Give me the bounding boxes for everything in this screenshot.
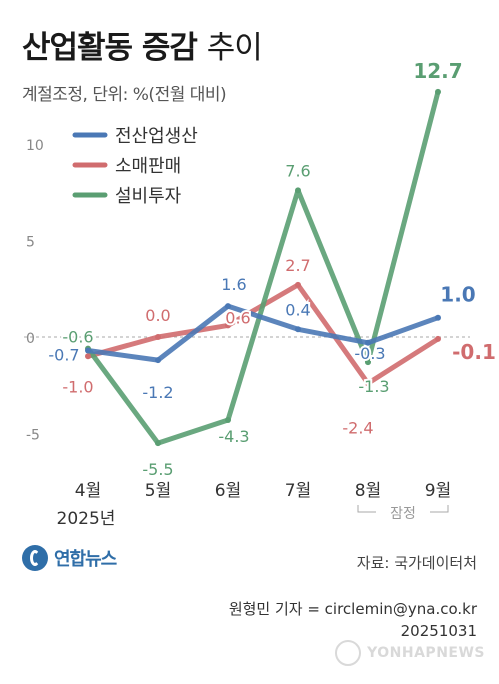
provisional-bracket-right bbox=[430, 505, 449, 513]
data-label: -1.3 bbox=[358, 377, 389, 396]
legend-label: 전산업생산 bbox=[115, 126, 198, 147]
data-point bbox=[365, 380, 371, 387]
data-label: -0.1 bbox=[452, 340, 496, 364]
data-label: 1.6 bbox=[221, 275, 246, 294]
title-light: 추이 bbox=[206, 30, 263, 66]
data-point bbox=[155, 357, 161, 364]
legend-label: 설비투자 bbox=[115, 186, 182, 207]
credit-date: 20251031 bbox=[400, 622, 477, 640]
data-label: 0.0 bbox=[145, 306, 170, 325]
data-label: -0.6 bbox=[62, 328, 93, 347]
data-label: 0.4 bbox=[285, 300, 310, 319]
data-label: 12.7 bbox=[413, 59, 462, 83]
data-label: 2.7 bbox=[285, 256, 310, 275]
x-tick-label: 4월 bbox=[75, 481, 101, 501]
series-line bbox=[85, 303, 441, 363]
x-tick-label: 5월 bbox=[145, 481, 171, 501]
chart-title: 산업활동 증감 추이 bbox=[22, 22, 263, 67]
watermark-text: YONHAPNEWS bbox=[367, 645, 485, 661]
credit: 원형민 기자 = circlemin@yna.co.kr 20251031 bbox=[229, 598, 477, 642]
data-label: -4.3 bbox=[218, 427, 249, 446]
data-point bbox=[365, 339, 371, 346]
x-tick-label: 8월 bbox=[355, 481, 381, 501]
title-bold: 산업활동 증감 bbox=[22, 30, 198, 66]
y-tick-label: -5 bbox=[26, 428, 40, 444]
data-point bbox=[225, 416, 231, 423]
data-label: -0.7 bbox=[48, 346, 79, 365]
source-note: 자료: 국가데이터처 bbox=[356, 554, 477, 572]
data-point bbox=[295, 187, 301, 194]
data-point bbox=[365, 359, 371, 366]
data-label: 0.6 bbox=[225, 308, 250, 327]
legend-label: 소매판매 bbox=[115, 156, 181, 177]
data-point bbox=[295, 326, 301, 333]
watermark-logo-icon bbox=[335, 640, 362, 666]
provisional-bracket-left bbox=[357, 505, 376, 513]
chart-subtitle: 계절조정, 단위: %(전월 대비) bbox=[22, 85, 227, 105]
data-point bbox=[85, 347, 91, 354]
yonhap-logo-icon bbox=[22, 545, 48, 571]
data-point bbox=[85, 353, 91, 360]
data-label: -0.3 bbox=[354, 344, 385, 363]
x-year-label: 2025년 bbox=[57, 509, 116, 529]
publisher-logo: 연합뉴스 bbox=[22, 545, 117, 571]
data-point bbox=[225, 322, 231, 329]
x-tick-label: 6월 bbox=[215, 481, 241, 501]
data-point bbox=[155, 440, 161, 447]
watermark: YONHAPNEWS bbox=[335, 640, 485, 666]
line-chart: -5 0 5 10 4월 5월 6월 7월 8월 9월 2025년 잠정 -0.7 -1.2 1.6 0.4 -… bbox=[24, 57, 498, 529]
data-label: -1.2 bbox=[142, 383, 173, 402]
data-label: -1.0 bbox=[62, 377, 93, 396]
y-tick-label: 10 bbox=[26, 138, 44, 154]
series-line bbox=[85, 89, 441, 446]
provisional-label: 잠정 bbox=[390, 506, 416, 522]
data-label: 7.6 bbox=[285, 161, 310, 180]
data-label: 1.0 bbox=[440, 283, 475, 307]
y-tick-label: 5 bbox=[26, 235, 35, 251]
data-label: -2.4 bbox=[342, 418, 373, 437]
credit-author: 원형민 기자 = circlemin@yna.co.kr bbox=[228, 600, 477, 618]
data-point bbox=[295, 281, 301, 288]
x-tick-label: 9월 bbox=[425, 481, 451, 501]
data-point bbox=[435, 314, 441, 321]
data-point bbox=[435, 88, 441, 95]
x-tick-label: 7월 bbox=[285, 481, 311, 501]
data-point bbox=[225, 303, 231, 310]
y-tick-label: 0 bbox=[26, 331, 35, 347]
data-label: -5.5 bbox=[142, 460, 173, 479]
data-point bbox=[155, 334, 161, 340]
logo-text: 연합뉴스 bbox=[54, 549, 117, 570]
data-point bbox=[435, 335, 441, 342]
